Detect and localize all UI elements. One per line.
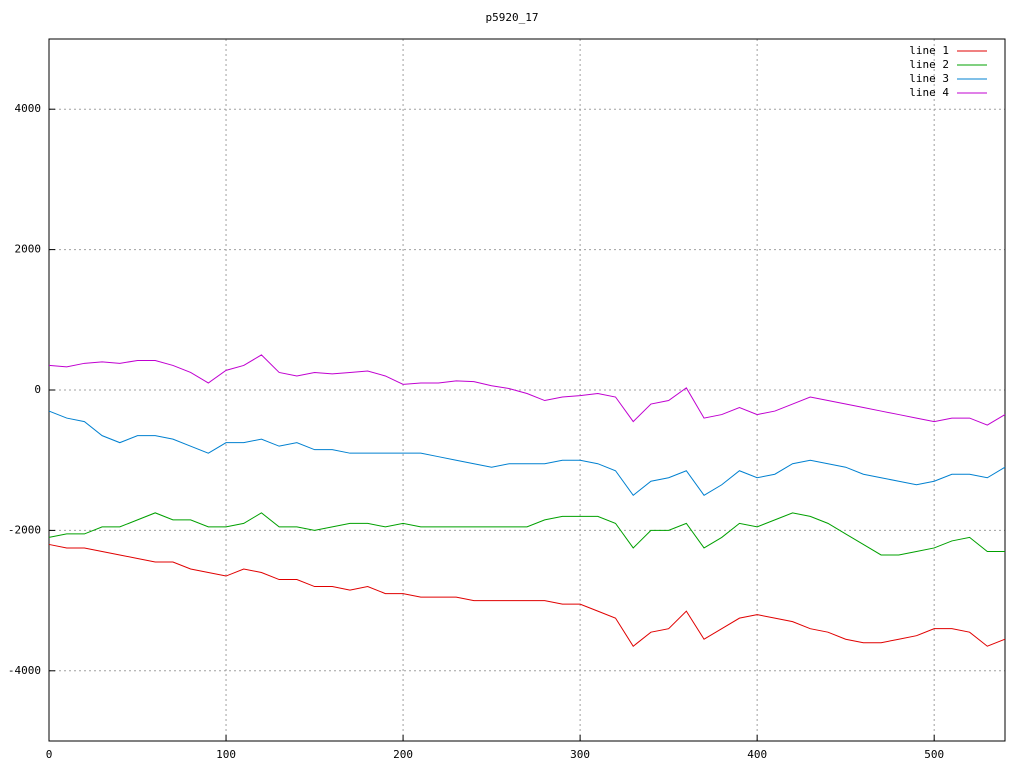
y-tick-label: 2000 — [15, 243, 42, 256]
legend-label: line 2 — [909, 58, 949, 71]
data-line — [48, 543, 1006, 647]
legend-label: line 3 — [909, 72, 949, 85]
x-tick-label: 100 — [216, 748, 236, 761]
data-line — [48, 410, 1006, 497]
legend-label: line 1 — [909, 44, 949, 57]
x-tick-label: 500 — [924, 748, 944, 761]
x-tick-label: 400 — [747, 748, 767, 761]
y-tick-label: 4000 — [15, 102, 42, 115]
x-tick-label: 0 — [46, 748, 53, 761]
x-tick-label: 200 — [393, 748, 413, 761]
data-line — [48, 512, 1005, 556]
x-tick-label: 300 — [570, 748, 590, 761]
data-line — [48, 354, 1006, 426]
y-tick-label: 0 — [34, 383, 41, 396]
y-tick-label: -2000 — [8, 523, 41, 536]
legend-label: line 4 — [909, 86, 949, 99]
plot-frame — [48, 38, 1006, 742]
chart-title: p5920_17 — [486, 11, 539, 24]
y-tick-label: -4000 — [8, 664, 41, 677]
